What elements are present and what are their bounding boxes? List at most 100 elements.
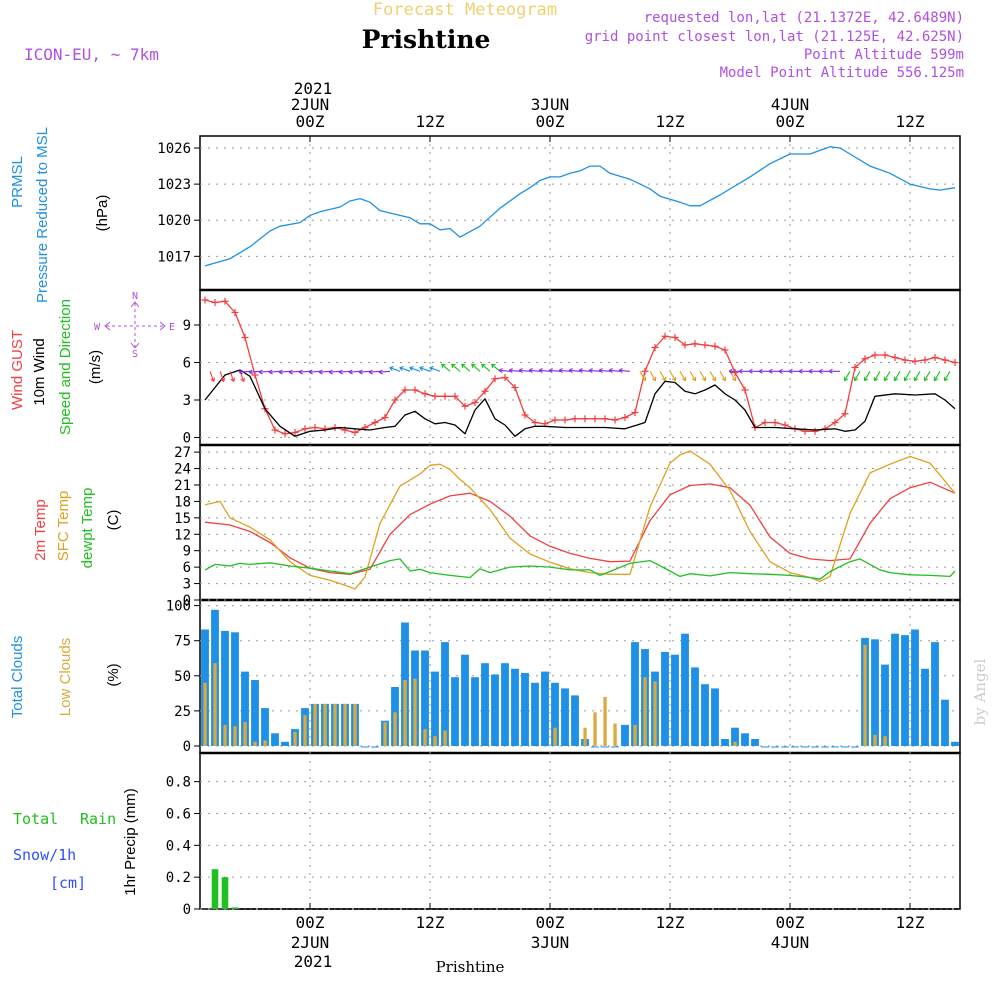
total-cloud-bar <box>281 741 289 746</box>
y-tick-label: 9 <box>183 318 191 334</box>
wind-direction-arrow <box>558 368 571 374</box>
low-cloud-bar <box>433 736 437 746</box>
gust-point <box>941 356 949 364</box>
gust-point <box>591 415 599 423</box>
low-cloud-bar <box>873 734 877 746</box>
gust-point <box>421 390 429 398</box>
gust-point <box>851 364 859 371</box>
total-cloud-bar <box>481 663 489 746</box>
temp-unit: (C) <box>105 510 122 531</box>
wind-direction-arrow <box>219 371 226 383</box>
total-cloud-bar <box>531 682 539 746</box>
gust-point <box>511 384 519 391</box>
total-cloud-bar <box>721 739 729 746</box>
low-cloud-bar <box>403 680 407 746</box>
gust-point <box>251 371 259 379</box>
clouds-total-label: Total Clouds <box>9 636 26 719</box>
wind-direction-arrow <box>518 368 531 374</box>
gust-point <box>471 399 479 406</box>
wind-direction-arrow <box>843 371 851 382</box>
low-cloud-bar <box>233 726 237 746</box>
pressure-line <box>204 146 956 267</box>
total-cloud-bar <box>261 708 269 746</box>
compass-e: E <box>169 322 175 333</box>
precip-rain-label: Rain <box>80 810 116 828</box>
y-tick-label: 0 <box>183 593 191 609</box>
total-cloud-bar <box>631 642 639 746</box>
gust-point <box>841 410 849 418</box>
wind-direction-arrow <box>298 369 311 375</box>
wind-direction-arrow <box>248 369 261 375</box>
gust-point <box>411 386 419 394</box>
low-cloud-bar <box>733 741 737 746</box>
wind-direction-arrow <box>578 368 591 374</box>
gust-point <box>601 415 609 423</box>
low-cloud-bar <box>353 703 357 746</box>
wind-direction-arrow <box>873 371 881 382</box>
gust-point <box>311 424 319 431</box>
bottom-time-tick-label: 00Z <box>296 913 325 932</box>
gust-point <box>461 402 469 410</box>
gust-point <box>241 334 249 341</box>
gust-point <box>441 392 449 400</box>
wind-direction-arrow <box>278 369 291 375</box>
wind-direction-arrow <box>308 369 321 375</box>
gust-point <box>761 419 769 426</box>
y-tick-label: 18 <box>174 494 191 510</box>
gust-point <box>221 297 229 305</box>
total-cloud-bar <box>501 663 509 746</box>
gust-point <box>671 334 679 341</box>
wind-gust-label: Wind GUST <box>9 330 26 410</box>
grid-lines <box>200 136 960 910</box>
wind-direction-arrow <box>441 363 451 372</box>
y-tick-label: 0.4 <box>166 838 191 854</box>
y-tick-label: 21 <box>174 478 191 494</box>
total-cloud-bar <box>681 633 689 746</box>
wind-direction-arrow <box>768 368 780 374</box>
total-cloud-bar <box>571 695 579 746</box>
y-tick-label: 1026 <box>157 141 191 157</box>
wind-direction-arrow <box>258 369 271 375</box>
total-cloud-bar <box>441 642 449 746</box>
gust-point <box>481 387 489 395</box>
total-cloud-bar <box>521 673 529 746</box>
gust-point <box>711 342 719 350</box>
total-cloud-bar <box>671 654 679 746</box>
gust-point <box>611 416 619 424</box>
model-label: ICON-EU, ~ 7km <box>24 45 159 64</box>
wind-direction-arrow <box>709 371 717 382</box>
gust-point <box>771 419 779 426</box>
low-cloud-bar <box>323 703 327 746</box>
y-tick-label: 0 <box>183 431 191 447</box>
top-time-tick-label: 00Z <box>296 112 325 131</box>
wind-direction-arrow <box>358 369 371 375</box>
wind-direction-arrow <box>209 371 216 383</box>
low-cloud-bar <box>343 703 347 746</box>
y-tick-label: 50 <box>174 669 191 685</box>
wind-direction-arrow <box>548 368 561 374</box>
total-cloud-bar <box>701 684 709 746</box>
wind-direction-arrow <box>923 371 931 382</box>
top-date-label: 2JUN <box>291 95 330 114</box>
wind-direction-arrow <box>238 369 251 375</box>
low-cloud-bar <box>243 722 247 746</box>
wind-direction-arrow <box>748 368 760 374</box>
total-cloud-bar <box>561 688 569 746</box>
bottom-location: Prishtine <box>436 958 505 976</box>
gust-point <box>281 430 289 438</box>
wind-direction-arrow <box>461 363 471 372</box>
low-cloud-bar <box>213 663 217 746</box>
gust-point <box>661 332 669 340</box>
wind-direction-arrow <box>368 369 381 375</box>
wind-direction-arrow <box>471 363 481 372</box>
gust-point <box>321 425 329 433</box>
low-cloud-bar <box>293 731 297 746</box>
total-cloud-bar <box>931 642 939 746</box>
low-cloud-bar <box>383 722 387 746</box>
gust-line <box>204 299 956 435</box>
rain-bar <box>221 877 229 909</box>
panel-frame <box>199 289 961 446</box>
total-cloud-bar <box>901 635 909 746</box>
dewpt-line <box>204 558 956 580</box>
